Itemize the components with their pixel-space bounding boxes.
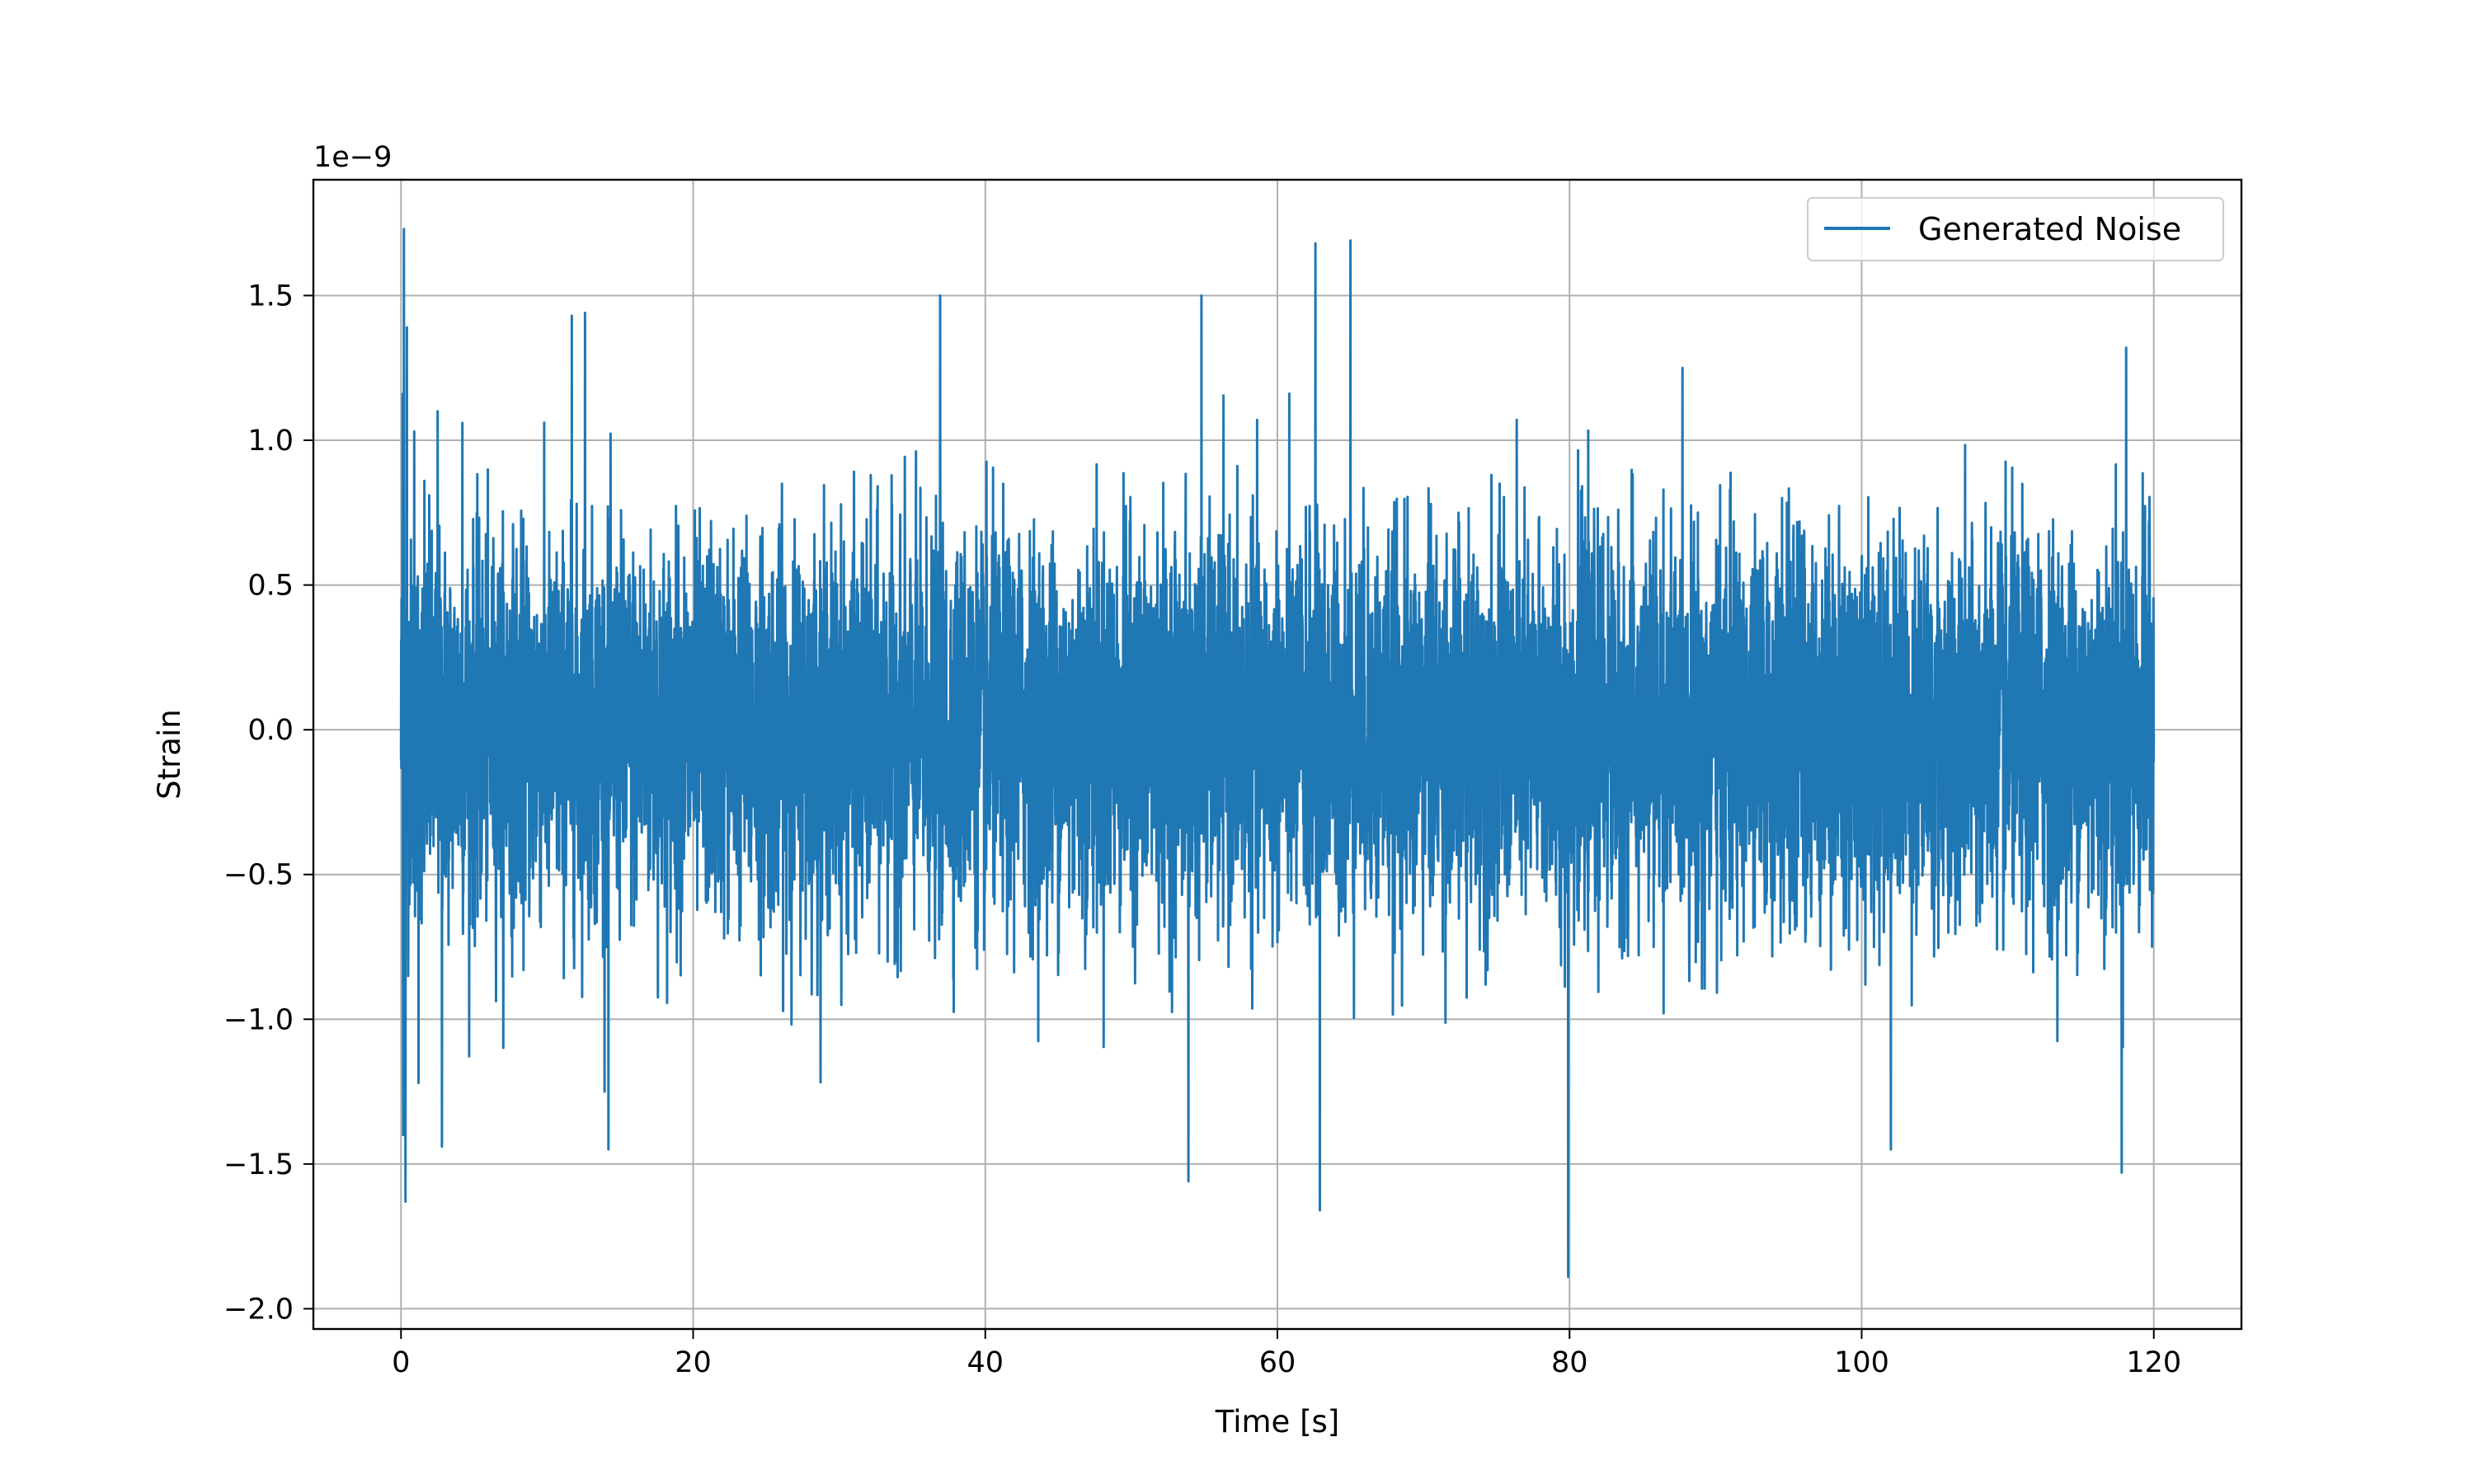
series-line-generated-noise bbox=[399, 228, 2156, 1279]
y-tick-label: 1.5 bbox=[247, 279, 294, 312]
legend-box bbox=[1807, 197, 2224, 261]
x-tick-label: 80 bbox=[1551, 1346, 1588, 1379]
y-tick-label: −1.5 bbox=[223, 1148, 294, 1181]
x-tick-label: 0 bbox=[392, 1346, 410, 1379]
y-tick-label: 0.5 bbox=[247, 570, 294, 603]
x-tick-label: 20 bbox=[675, 1346, 712, 1379]
y-tick-label: −0.5 bbox=[223, 859, 294, 892]
x-tick-label: 60 bbox=[1259, 1346, 1296, 1379]
x-tick-label: 120 bbox=[2126, 1346, 2181, 1379]
x-axis-label: Time [s] bbox=[1215, 1404, 1339, 1439]
x-tick-label: 40 bbox=[967, 1346, 1004, 1379]
y-tick-label: −1.0 bbox=[223, 1003, 294, 1036]
y-axis-label: Strain bbox=[152, 709, 187, 800]
legend-label-generated-noise: Generated Noise bbox=[1918, 211, 2181, 247]
x-axis-ticks: 0 20 40 60 80 100 120 bbox=[392, 1329, 2181, 1379]
y-axis-ticks: −2.0 −1.5 −1.0 −0.5 0.0 0.5 1.0 1.5 bbox=[223, 279, 313, 1326]
series-layer bbox=[399, 228, 2156, 1279]
x-tick-label: 100 bbox=[1834, 1346, 1889, 1379]
y-tick-label: 1.0 bbox=[247, 425, 294, 458]
y-tick-label: 0.0 bbox=[247, 714, 294, 747]
y-axis-offset-label: 1e−9 bbox=[313, 141, 392, 174]
y-tick-label: −2.0 bbox=[223, 1293, 294, 1326]
legend: Generated Noise bbox=[1807, 197, 2224, 261]
